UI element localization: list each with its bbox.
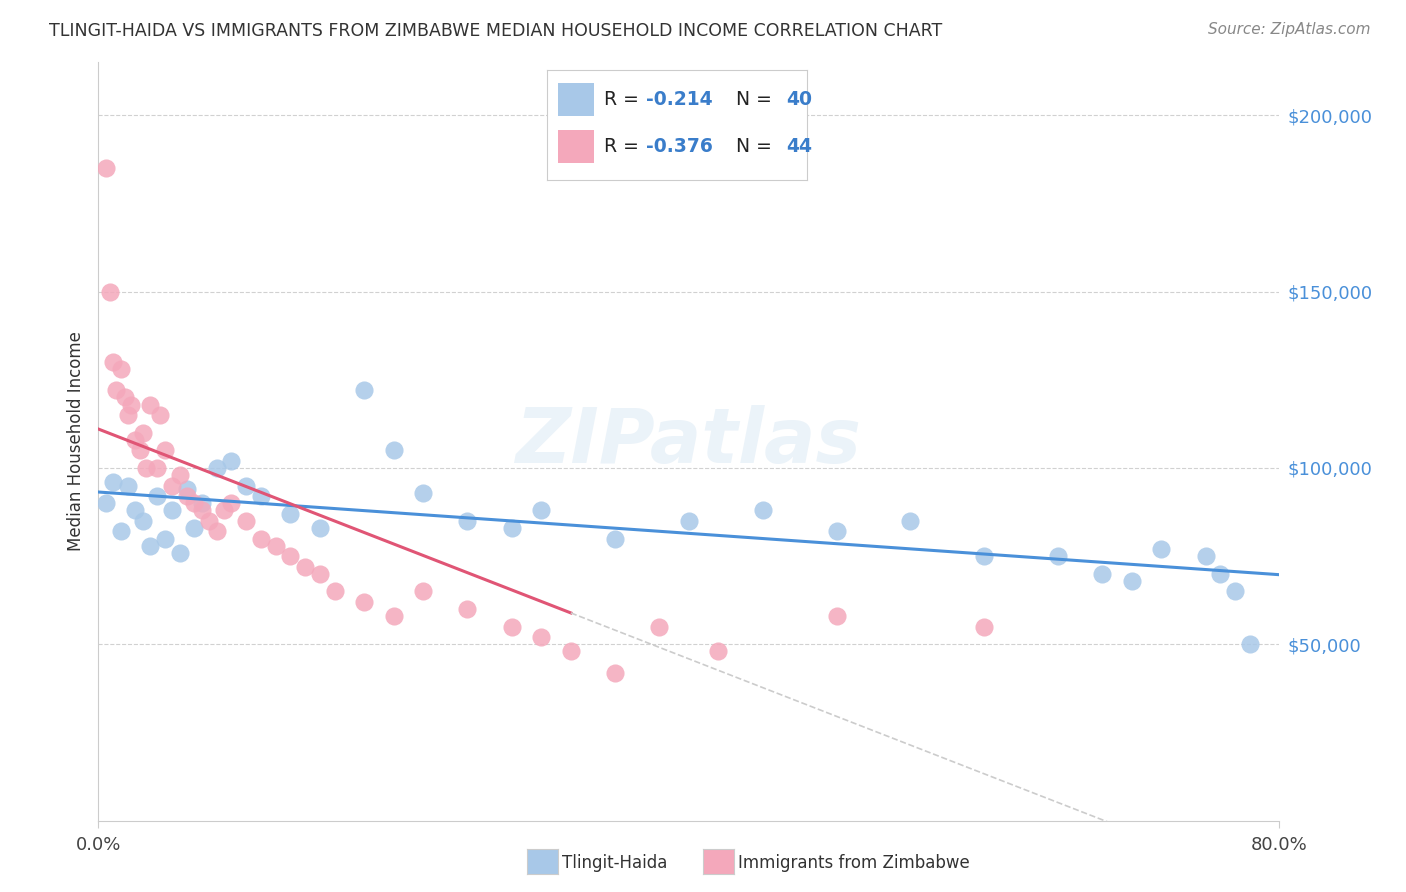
- Point: [183, 496, 205, 510]
- Point: [98, 285, 121, 299]
- Point: [191, 503, 214, 517]
- Point: [605, 665, 627, 680]
- Point: [1239, 637, 1261, 651]
- Point: [132, 425, 155, 440]
- Point: [124, 433, 146, 447]
- Point: [139, 539, 162, 553]
- Point: [280, 549, 302, 563]
- Point: [176, 482, 198, 496]
- Point: [128, 443, 150, 458]
- Point: [825, 524, 848, 539]
- Point: [323, 584, 346, 599]
- Point: [103, 475, 125, 489]
- Point: [124, 503, 146, 517]
- Point: [94, 161, 117, 176]
- Text: Immigrants from Zimbabwe: Immigrants from Zimbabwe: [738, 855, 970, 872]
- Point: [149, 408, 172, 422]
- Point: [309, 521, 332, 535]
- Point: [198, 514, 221, 528]
- Point: [135, 461, 157, 475]
- Point: [1046, 549, 1070, 563]
- Point: [117, 408, 139, 422]
- Point: [752, 503, 775, 517]
- Point: [162, 503, 183, 517]
- Point: [530, 630, 553, 644]
- Point: [212, 503, 235, 517]
- Point: [250, 532, 273, 546]
- Point: [205, 524, 228, 539]
- Point: [382, 609, 405, 624]
- Point: [353, 595, 375, 609]
- Point: [900, 514, 922, 528]
- Point: [114, 391, 136, 405]
- Text: Tlingit-Haida: Tlingit-Haida: [562, 855, 668, 872]
- Point: [1150, 542, 1173, 557]
- Point: [162, 478, 183, 492]
- Point: [235, 514, 257, 528]
- Point: [560, 644, 582, 658]
- Point: [139, 397, 162, 411]
- Point: [191, 496, 214, 510]
- Point: [501, 620, 523, 634]
- Text: ZIPatlas: ZIPatlas: [516, 405, 862, 478]
- Point: [530, 503, 553, 517]
- Text: TLINGIT-HAIDA VS IMMIGRANTS FROM ZIMBABWE MEDIAN HOUSEHOLD INCOME CORRELATION CH: TLINGIT-HAIDA VS IMMIGRANTS FROM ZIMBABW…: [49, 22, 942, 40]
- Point: [501, 521, 523, 535]
- Point: [457, 602, 479, 616]
- Point: [382, 443, 405, 458]
- Point: [1121, 574, 1143, 588]
- Point: [169, 546, 191, 560]
- Point: [110, 524, 132, 539]
- Point: [103, 355, 125, 369]
- Point: [412, 584, 434, 599]
- Point: [1225, 584, 1247, 599]
- Point: [825, 609, 848, 624]
- Point: [105, 384, 128, 398]
- Point: [221, 496, 243, 510]
- Point: [1195, 549, 1218, 563]
- Point: [250, 489, 273, 503]
- Point: [648, 620, 671, 634]
- Point: [205, 461, 228, 475]
- Point: [605, 532, 627, 546]
- Y-axis label: Median Household Income: Median Household Income: [66, 332, 84, 551]
- Point: [678, 514, 700, 528]
- Point: [94, 496, 117, 510]
- Point: [280, 507, 302, 521]
- Point: [707, 644, 730, 658]
- Point: [457, 514, 479, 528]
- Point: [169, 468, 191, 483]
- Point: [412, 485, 434, 500]
- Point: [153, 532, 176, 546]
- Point: [309, 566, 332, 581]
- Point: [110, 362, 132, 376]
- Point: [221, 454, 243, 468]
- Point: [183, 521, 205, 535]
- Point: [353, 384, 375, 398]
- Point: [146, 461, 169, 475]
- Point: [973, 549, 995, 563]
- Text: Source: ZipAtlas.com: Source: ZipAtlas.com: [1208, 22, 1371, 37]
- Point: [1209, 566, 1232, 581]
- Point: [120, 397, 142, 411]
- Point: [1091, 566, 1114, 581]
- Point: [973, 620, 995, 634]
- Point: [235, 478, 257, 492]
- Point: [117, 478, 139, 492]
- Point: [176, 489, 198, 503]
- Point: [153, 443, 176, 458]
- Point: [264, 539, 287, 553]
- Point: [132, 514, 155, 528]
- Point: [146, 489, 169, 503]
- Point: [294, 559, 316, 574]
